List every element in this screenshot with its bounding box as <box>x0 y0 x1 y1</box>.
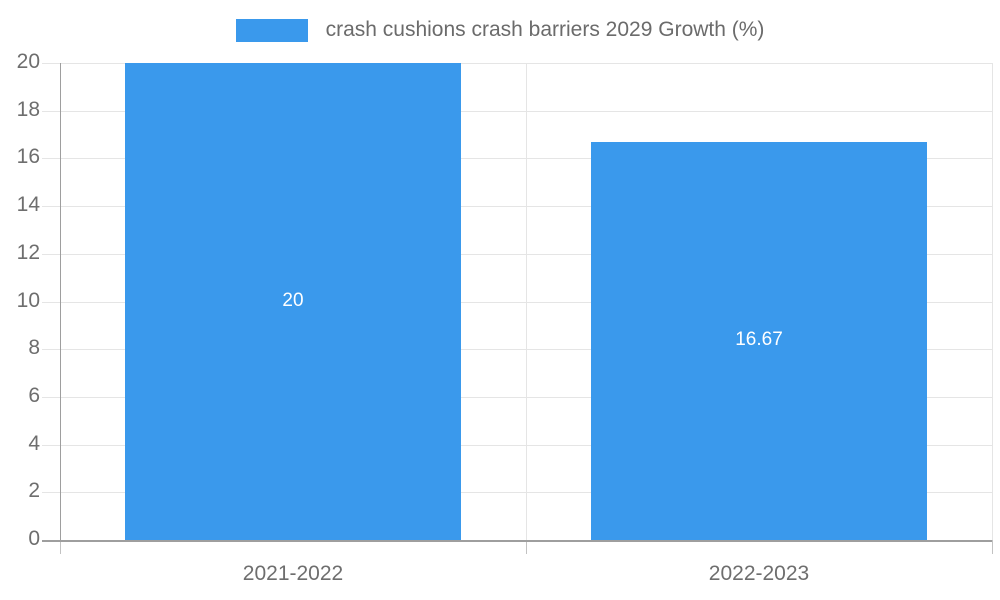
x-gridline <box>526 63 527 540</box>
y-gridline <box>42 349 992 350</box>
y-gridline <box>42 302 992 303</box>
y-axis-tick-label: 2 <box>28 479 40 502</box>
y-axis-tick-label: 20 <box>16 50 40 73</box>
chart-legend[interactable]: crash cushions crash barriers 2029 Growt… <box>0 18 1000 42</box>
x-axis-tick-label: 2022-2023 <box>708 562 810 585</box>
y-gridline <box>42 492 992 493</box>
y-gridline <box>42 63 992 64</box>
y-axis-tick-label: 0 <box>28 527 40 550</box>
bar-2022-2023[interactable] <box>591 142 927 540</box>
y-axis-tick-label: 18 <box>16 98 40 121</box>
y-gridline <box>42 445 992 446</box>
bar-2021-2022[interactable] <box>125 63 461 540</box>
x-gridline <box>992 63 993 540</box>
y-gridline <box>42 397 992 398</box>
y-axis-line <box>60 63 61 540</box>
legend-label: crash cushions crash barriers 2029 Growt… <box>325 18 765 41</box>
x-axis-line <box>42 540 992 542</box>
y-gridline <box>42 206 992 207</box>
y-axis-tick-label: 10 <box>16 289 40 312</box>
y-axis-tick-label: 4 <box>28 432 40 455</box>
bar-value-label: 20 <box>282 290 304 311</box>
y-axis-tick-label: 14 <box>16 193 40 216</box>
x-axis-tick-label: 2021-2022 <box>242 562 344 585</box>
y-gridline <box>42 158 992 159</box>
x-axis-tick <box>60 540 61 554</box>
y-axis-tick-label: 16 <box>16 145 40 168</box>
y-gridline <box>42 111 992 112</box>
x-axis-tick <box>526 540 527 554</box>
legend-swatch <box>235 18 308 42</box>
y-axis-tick-label: 8 <box>28 336 40 359</box>
y-axis-tick-label: 6 <box>28 384 40 407</box>
y-gridline <box>42 254 992 255</box>
x-axis-tick <box>992 540 993 554</box>
bar-value-label: 16.67 <box>735 329 783 350</box>
y-axis-tick-label: 12 <box>16 241 40 264</box>
